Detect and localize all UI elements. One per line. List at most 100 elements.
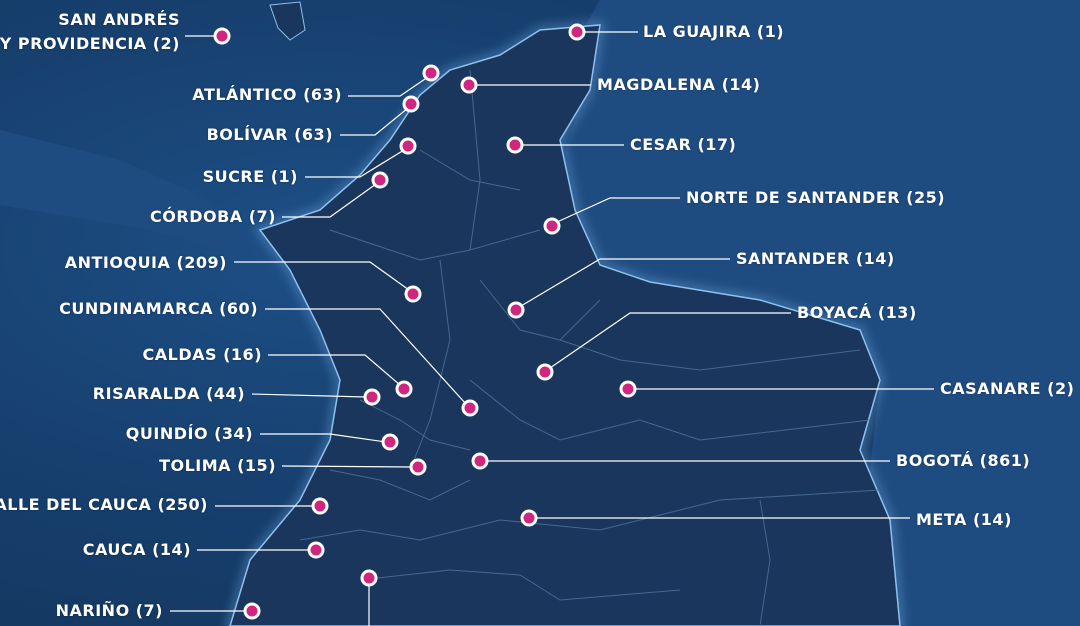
risaralda-leader-line (251, 393, 367, 398)
boyaca-count: (13) (877, 303, 917, 322)
tolima-marker[interactable] (409, 458, 427, 476)
cundinamarca-label: CUNDINAMARCA (60) (59, 298, 258, 320)
sucre-label: SUCRE (1) (203, 166, 298, 188)
santander-name: SANTANDER (14) (736, 249, 895, 268)
magdalena-marker[interactable] (460, 76, 478, 94)
la-guajira-label: LA GUAJIRA (1) (643, 21, 784, 43)
meta-count: (14) (972, 510, 1012, 529)
cauca-marker[interactable] (307, 541, 325, 559)
sucre-name: SUCRE (1) (202, 167, 298, 186)
magdalena-count: (14) (721, 75, 761, 94)
tolima-count: (15) (237, 456, 276, 475)
boyaca-name: BOYACÁ (13) (797, 303, 917, 322)
cauca-count: (14) (152, 540, 191, 559)
markers (213, 23, 637, 620)
cundinamarca-count: (60) (219, 299, 258, 318)
cundinamarca-name: CUNDINAMARCA (60) (59, 299, 258, 318)
antioquia-label: ANTIOQUIA (209) (65, 252, 227, 274)
valle-del-cauca-name: VALLE DEL CAUCA (250) (0, 495, 208, 514)
bolivar-name: BOLÍVAR (63) (206, 125, 333, 144)
magdalena-name: MAGDALENA (14) (597, 75, 761, 94)
bolivar-count: (63) (294, 125, 333, 144)
casanare-count: (2) (1047, 379, 1075, 398)
sucre-leader-line (305, 149, 405, 178)
antioquia-leader-line (234, 261, 410, 291)
antioquia-count: (209) (176, 253, 227, 272)
cesar-label: CESAR (17) (630, 134, 736, 156)
risaralda-label: RISARALDA (44) (93, 383, 245, 405)
risaralda-marker[interactable] (363, 388, 381, 406)
cesar-count: (17) (697, 135, 737, 154)
tolima-label: TOLIMA (15) (159, 455, 276, 477)
valle-del-cauca-label: VALLE DEL CAUCA (250) (0, 494, 208, 516)
tolima-leader-line (281, 465, 413, 468)
narino-count: (7) (135, 601, 163, 620)
cesar-name: CESAR (17) (630, 135, 737, 154)
cesar-marker[interactable] (506, 136, 524, 154)
quindio-name: QUINDÍO (34) (125, 424, 253, 443)
neighbor-land-east (560, 0, 1080, 626)
boyaca-leader-line (549, 312, 791, 369)
department-borders (299, 69, 881, 626)
norte-de-santander-label: NORTE DE SANTANDER (25) (686, 187, 945, 209)
quindio-count: (34) (214, 424, 253, 443)
san-andres-name: Y PROVIDENCIA (2) (0, 34, 180, 53)
quindio-label: QUINDÍO (34) (126, 423, 253, 445)
la-guajira-marker[interactable] (568, 23, 586, 41)
unlabeled-marker-0[interactable] (360, 569, 378, 587)
neighbor-land-west (0, 130, 240, 250)
narino-marker[interactable] (243, 602, 261, 620)
atlantico-name: ATLÁNTICO (63) (192, 85, 342, 104)
caldas-count: (16) (223, 345, 262, 364)
caldas-label: CALDAS (16) (143, 344, 262, 366)
bogota-marker[interactable] (471, 452, 489, 470)
caldas-name: CALDAS (16) (142, 345, 262, 364)
caldas-marker[interactable] (395, 380, 413, 398)
cauca-name: CAUCA (14) (82, 540, 191, 559)
quindio-marker[interactable] (381, 433, 399, 451)
sucre-count: (1) (270, 167, 298, 186)
atlantico-marker[interactable] (422, 64, 440, 82)
atlantico-label: ATLÁNTICO (63) (192, 84, 342, 106)
san-andres-label: SAN ANDRÉS Y PROVIDENCIA (2) (0, 8, 180, 56)
norte-de-santander-leader-line (556, 197, 680, 223)
la-guajira-count: (1) (756, 22, 785, 41)
bolivar-marker[interactable] (402, 95, 420, 113)
bogota-count: (861) (979, 451, 1031, 470)
atlantico-leader-line (348, 76, 429, 97)
bogota-label: BOGOTÁ (861) (896, 450, 1030, 472)
valle-del-cauca-marker[interactable] (311, 497, 329, 515)
san-andres-name: SAN ANDRÉS (58, 10, 180, 29)
santander-marker[interactable] (507, 301, 525, 319)
tolima-name: TOLIMA (15) (159, 456, 276, 475)
norte-de-santander-marker[interactable] (543, 217, 561, 235)
colombia-landmass (229, 24, 901, 626)
valle-del-cauca-count: (250) (157, 495, 208, 514)
cordoba-count: (7) (248, 207, 276, 226)
sucre-marker[interactable] (399, 137, 417, 155)
casanare-name: CASANARE (2) (940, 379, 1075, 398)
atlantico-count: (63) (303, 85, 342, 104)
norte-de-santander-count: (25) (906, 188, 946, 207)
bolivar-label: BOLÍVAR (63) (207, 124, 333, 146)
cordoba-name: CÓRDOBA (7) (150, 207, 276, 226)
leader-lines (170, 31, 934, 626)
san-andres-island (269, 1, 306, 41)
magdalena-label: MAGDALENA (14) (597, 74, 760, 96)
bogota-name: BOGOTÁ (861) (896, 451, 1031, 470)
casanare-marker[interactable] (619, 380, 637, 398)
cordoba-marker[interactable] (371, 171, 389, 189)
san-andres-marker[interactable] (213, 27, 231, 45)
bolivar-leader-line (340, 107, 409, 136)
santander-count: (14) (855, 249, 895, 268)
meta-marker[interactable] (520, 509, 538, 527)
caldas-leader-line (268, 354, 401, 386)
risaralda-name: RISARALDA (44) (92, 384, 245, 403)
boyaca-marker[interactable] (536, 363, 554, 381)
antioquia-name: ANTIOQUIA (209) (64, 253, 227, 272)
antioquia-marker[interactable] (404, 285, 422, 303)
cundinamarca-marker[interactable] (461, 399, 479, 417)
quindio-leader-line (260, 433, 387, 443)
cordoba-leader-line (282, 183, 377, 218)
